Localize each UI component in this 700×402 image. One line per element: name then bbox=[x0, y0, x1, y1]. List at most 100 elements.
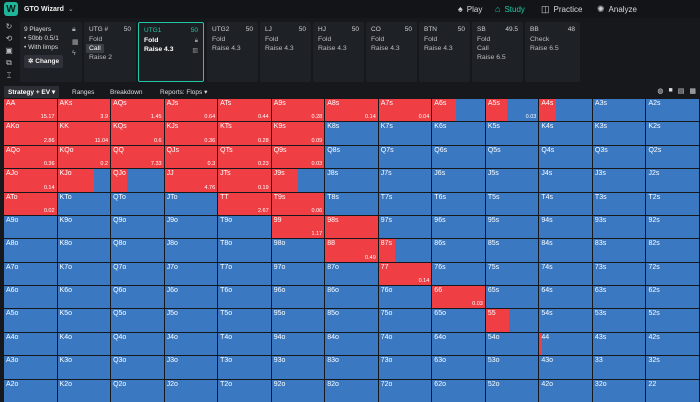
position-action[interactable]: Check bbox=[530, 35, 575, 44]
position-action[interactable]: Raise 4.3 bbox=[371, 44, 412, 53]
hand-cell-A3s[interactable]: A3s bbox=[592, 99, 646, 122]
hand-cell-J5s[interactable]: J5s bbox=[485, 169, 539, 192]
position-action[interactable]: Fold bbox=[265, 35, 306, 44]
hand-cell-Q8s[interactable]: Q8s bbox=[325, 145, 378, 169]
columns-icon[interactable]: ▥ bbox=[192, 48, 198, 54]
hand-cell-82o[interactable]: 82o bbox=[325, 379, 378, 402]
hand-cell-72s[interactable]: 72s bbox=[646, 262, 699, 286]
hand-cell-62o[interactable]: 62o bbox=[432, 379, 485, 402]
hand-cell-K5s[interactable]: K5s bbox=[485, 122, 539, 145]
hand-cell-62s[interactable]: 62s bbox=[646, 286, 699, 309]
position-action[interactable]: Raise 6.5 bbox=[477, 53, 518, 62]
hand-cell-QTs[interactable]: QTs 0.23 bbox=[218, 145, 271, 169]
position-action[interactable]: Raise 4.3 bbox=[424, 44, 465, 53]
hand-cell-T8o[interactable]: T8o bbox=[218, 239, 271, 262]
hand-cell-84s[interactable]: 84s bbox=[539, 239, 592, 262]
position-8[interactable]: BB 48 Check Raise 6.5 bbox=[525, 22, 580, 82]
hand-cell-84o[interactable]: 84o bbox=[325, 332, 378, 356]
app-title[interactable]: GTO Wizard bbox=[24, 5, 64, 13]
hand-cell-K8o[interactable]: K8o bbox=[57, 239, 111, 262]
hand-cell-Q5o[interactable]: Q5o bbox=[111, 309, 164, 332]
position-action[interactable]: Fold bbox=[424, 35, 465, 44]
position-action[interactable]: Fold bbox=[371, 35, 412, 44]
hand-cell-J5o[interactable]: J5o bbox=[164, 309, 218, 332]
hand-cell-93s[interactable]: 93s bbox=[592, 215, 646, 239]
hand-cell-A8s[interactable]: A8s 0.14 bbox=[325, 99, 378, 122]
hand-cell-98s[interactable]: 98s bbox=[325, 215, 378, 239]
hand-cell-54s[interactable]: 54s bbox=[539, 309, 592, 332]
hand-cell-K2s[interactable]: K2s bbox=[646, 122, 699, 145]
hand-cell-88[interactable]: 88 0.49 bbox=[325, 239, 378, 262]
hand-cell-JJ[interactable]: JJ 4.76 bbox=[164, 169, 218, 192]
hand-cell-73s[interactable]: 73s bbox=[592, 262, 646, 286]
hand-cell-QJs[interactable]: QJs 0.3 bbox=[164, 145, 218, 169]
hand-cell-65s[interactable]: 65s bbox=[485, 286, 539, 309]
nav-play[interactable]: ♠ Play bbox=[458, 0, 482, 18]
tab-ranges[interactable]: Ranges bbox=[72, 86, 94, 98]
hand-cell-AJs[interactable]: AJs 0.64 bbox=[164, 99, 218, 122]
hand-cell-76o[interactable]: 76o bbox=[378, 286, 432, 309]
bolt-icon[interactable]: ϟ bbox=[72, 50, 76, 57]
hand-cell-86o[interactable]: 86o bbox=[325, 286, 378, 309]
hand-cell-QTo[interactable]: QTo bbox=[111, 192, 164, 215]
position-action[interactable]: Fold bbox=[477, 35, 518, 44]
position-6[interactable]: BTN 50 Fold Raise 4.3 bbox=[419, 22, 470, 82]
hand-cell-65o[interactable]: 65o bbox=[432, 309, 485, 332]
list-view-icon[interactable]: ▤ bbox=[677, 88, 685, 95]
hand-cell-J3s[interactable]: J3s bbox=[592, 169, 646, 192]
hand-cell-ATs[interactable]: ATs 0.44 bbox=[218, 99, 271, 122]
hand-cell-Q3s[interactable]: Q3s bbox=[592, 145, 646, 169]
hand-cell-J3o[interactable]: J3o bbox=[164, 356, 218, 379]
hand-cell-A7s[interactable]: A7s 0.04 bbox=[378, 99, 432, 122]
hand-cell-KJs[interactable]: KJs 0.36 bbox=[164, 122, 218, 145]
hand-cell-54o[interactable]: 54o bbox=[485, 332, 539, 356]
hand-cell-K5o[interactable]: K5o bbox=[57, 309, 111, 332]
hand-cell-T5s[interactable]: T5s bbox=[485, 192, 539, 215]
hand-cell-K7s[interactable]: K7s bbox=[378, 122, 432, 145]
grid-view-icon[interactable]: ■ bbox=[668, 87, 673, 94]
hand-cell-K2o[interactable]: K2o bbox=[57, 379, 111, 402]
hand-cell-A2s[interactable]: A2s bbox=[646, 99, 699, 122]
hand-cell-J6o[interactable]: J6o bbox=[164, 286, 218, 309]
hand-cell-T6o[interactable]: T6o bbox=[218, 286, 271, 309]
hand-cell-83s[interactable]: 83s bbox=[592, 239, 646, 262]
hand-cell-J4o[interactable]: J4o bbox=[164, 332, 218, 356]
hand-cell-93o[interactable]: 93o bbox=[271, 356, 325, 379]
hand-cell-43o[interactable]: 43o bbox=[539, 356, 592, 379]
hand-cell-K8s[interactable]: K8s bbox=[325, 122, 378, 145]
hand-cell-AJo[interactable]: AJo 0.14 bbox=[4, 169, 57, 192]
hand-cell-64s[interactable]: 64s bbox=[539, 286, 592, 309]
hand-cell-ATo[interactable]: ATo 0.02 bbox=[4, 192, 57, 215]
hand-cell-53s[interactable]: 53s bbox=[592, 309, 646, 332]
hand-cell-Q9s[interactable]: Q9s 0.03 bbox=[271, 145, 325, 169]
hand-cell-KQo[interactable]: KQo 0.2 bbox=[57, 145, 111, 169]
hand-cell-97s[interactable]: 97s bbox=[378, 215, 432, 239]
hand-cell-KTo[interactable]: KTo bbox=[57, 192, 111, 215]
hand-cell-Q8o[interactable]: Q8o bbox=[111, 239, 164, 262]
nav-study[interactable]: ⌂ Study bbox=[495, 0, 525, 18]
hand-cell-A3o[interactable]: A3o bbox=[4, 356, 57, 379]
hand-cell-KQs[interactable]: KQs 0.6 bbox=[111, 122, 164, 145]
hand-cell-T2o[interactable]: T2o bbox=[218, 379, 271, 402]
hand-cell-64o[interactable]: 64o bbox=[432, 332, 485, 356]
hand-cell-92o[interactable]: 92o bbox=[271, 379, 325, 402]
hand-cell-A7o[interactable]: A7o bbox=[4, 262, 57, 286]
hand-cell-52s[interactable]: 52s bbox=[646, 309, 699, 332]
hand-cell-T8s[interactable]: T8s bbox=[325, 192, 378, 215]
hand-cell-T2s[interactable]: T2s bbox=[646, 192, 699, 215]
hand-cell-A4o[interactable]: A4o bbox=[4, 332, 57, 356]
back-icon[interactable]: ⟲ bbox=[5, 34, 13, 43]
hand-cell-85o[interactable]: 85o bbox=[325, 309, 378, 332]
hand-cell-63s[interactable]: 63s bbox=[592, 286, 646, 309]
position-action[interactable]: Fold bbox=[318, 35, 359, 44]
hand-cell-95o[interactable]: 95o bbox=[271, 309, 325, 332]
app-logo[interactable]: W bbox=[4, 2, 18, 16]
hand-cell-K6s[interactable]: K6s bbox=[432, 122, 485, 145]
hand-cell-J9s[interactable]: J9s bbox=[271, 169, 325, 192]
nav-analyze[interactable]: ✺ Analyze bbox=[597, 0, 637, 18]
position-3[interactable]: LJ 50 Fold Raise 4.3 bbox=[260, 22, 311, 82]
text-icon[interactable]: ⌶ bbox=[6, 71, 12, 80]
refresh-icon[interactable]: ↻ bbox=[5, 22, 13, 31]
hand-cell-T5o[interactable]: T5o bbox=[218, 309, 271, 332]
hand-cell-A5o[interactable]: A5o bbox=[4, 309, 57, 332]
